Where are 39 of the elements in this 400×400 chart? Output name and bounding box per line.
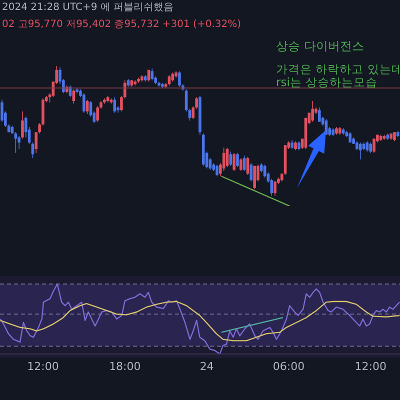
candlestick	[369, 142, 372, 154]
candlestick	[294, 140, 297, 151]
candlestick	[113, 96, 116, 114]
candlestick	[366, 140, 369, 152]
candlestick	[311, 100, 314, 122]
candlestick	[240, 158, 242, 172]
candlestick	[21, 110, 24, 140]
candlestick	[253, 165, 256, 190]
candlestick	[188, 108, 192, 121]
candlestick	[229, 151, 232, 166]
candlestick	[372, 138, 376, 154]
candlestick	[393, 132, 396, 142]
x-tick-label: 24	[200, 360, 214, 373]
candlestick	[318, 107, 321, 122]
text: 상승 다이버전스	[276, 39, 364, 54]
x-tick-label: 06:00	[272, 360, 305, 373]
annotation: 가격은 하락하고 있는데	[276, 62, 400, 76]
candlestick	[216, 164, 218, 177]
text: 2024 21:28 UTC+9 에 퍼블리쉬했음	[2, 2, 174, 13]
candlestick	[250, 162, 253, 182]
x-tick-label: 18:00	[109, 360, 141, 373]
candlestick	[358, 142, 362, 160]
x-tick-label: 12:00	[27, 360, 59, 373]
candlestick	[150, 68, 154, 81]
candlestick	[242, 155, 246, 172]
annotation: rsi는 상승하는모습	[276, 75, 378, 89]
candlestick	[232, 152, 236, 172]
candlestick	[72, 88, 76, 104]
x-tick-label: 12:00	[354, 360, 386, 373]
candlestick	[290, 140, 294, 150]
candlestick	[226, 147, 229, 168]
candlestick	[274, 181, 276, 196]
candlestick	[82, 92, 86, 114]
candlestick	[86, 99, 89, 114]
candlestick	[18, 136, 20, 150]
candlestick	[298, 140, 300, 151]
text: 02 고95,770 저95,402 종95,732 +301 (+0.32%)	[2, 19, 242, 30]
candlestick	[236, 152, 239, 168]
candlestick	[178, 70, 181, 88]
